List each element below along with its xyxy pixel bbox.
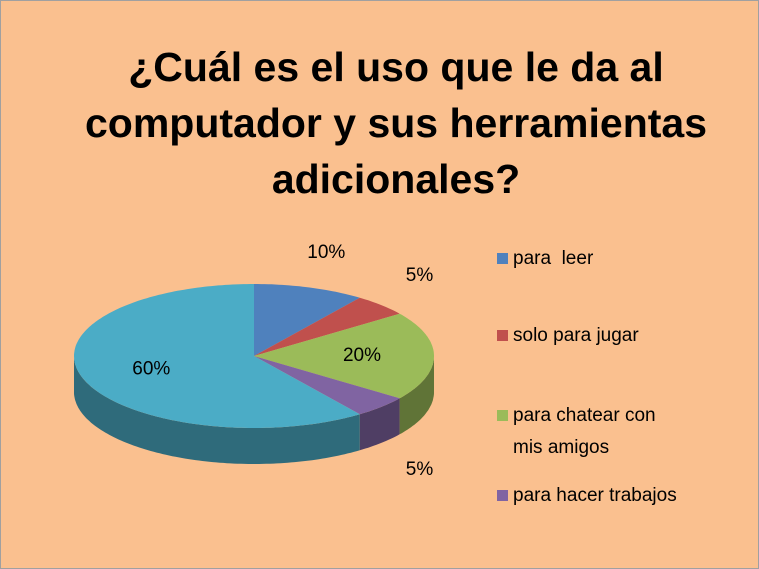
slice-side: [74, 356, 360, 464]
data-label: 5%: [406, 459, 434, 480]
legend-label: para chatear con mis amigos: [513, 405, 661, 458]
legend-swatch: [497, 330, 508, 341]
legend-label: solo para jugar: [513, 325, 639, 346]
slice-side: [399, 356, 434, 435]
legend-label: para hacer trabajos: [513, 485, 677, 506]
pie-slice: [254, 284, 360, 356]
legend-swatch: [497, 410, 508, 421]
legend-label: para leer: [513, 248, 594, 269]
legend-swatch: [497, 490, 508, 501]
chart-title: ¿Cuál es el uso que le da al computador …: [84, 44, 719, 202]
pie-slice: [74, 284, 360, 428]
data-label: 60%: [132, 358, 170, 379]
slice-side: [359, 398, 400, 451]
pie-slice: [254, 297, 400, 356]
pie-slice: [254, 313, 434, 399]
data-label: 5%: [406, 265, 434, 286]
pie-slice: [254, 356, 400, 415]
legend-swatch: [497, 253, 508, 264]
data-label: 10%: [307, 242, 345, 263]
data-label: 20%: [343, 345, 381, 366]
